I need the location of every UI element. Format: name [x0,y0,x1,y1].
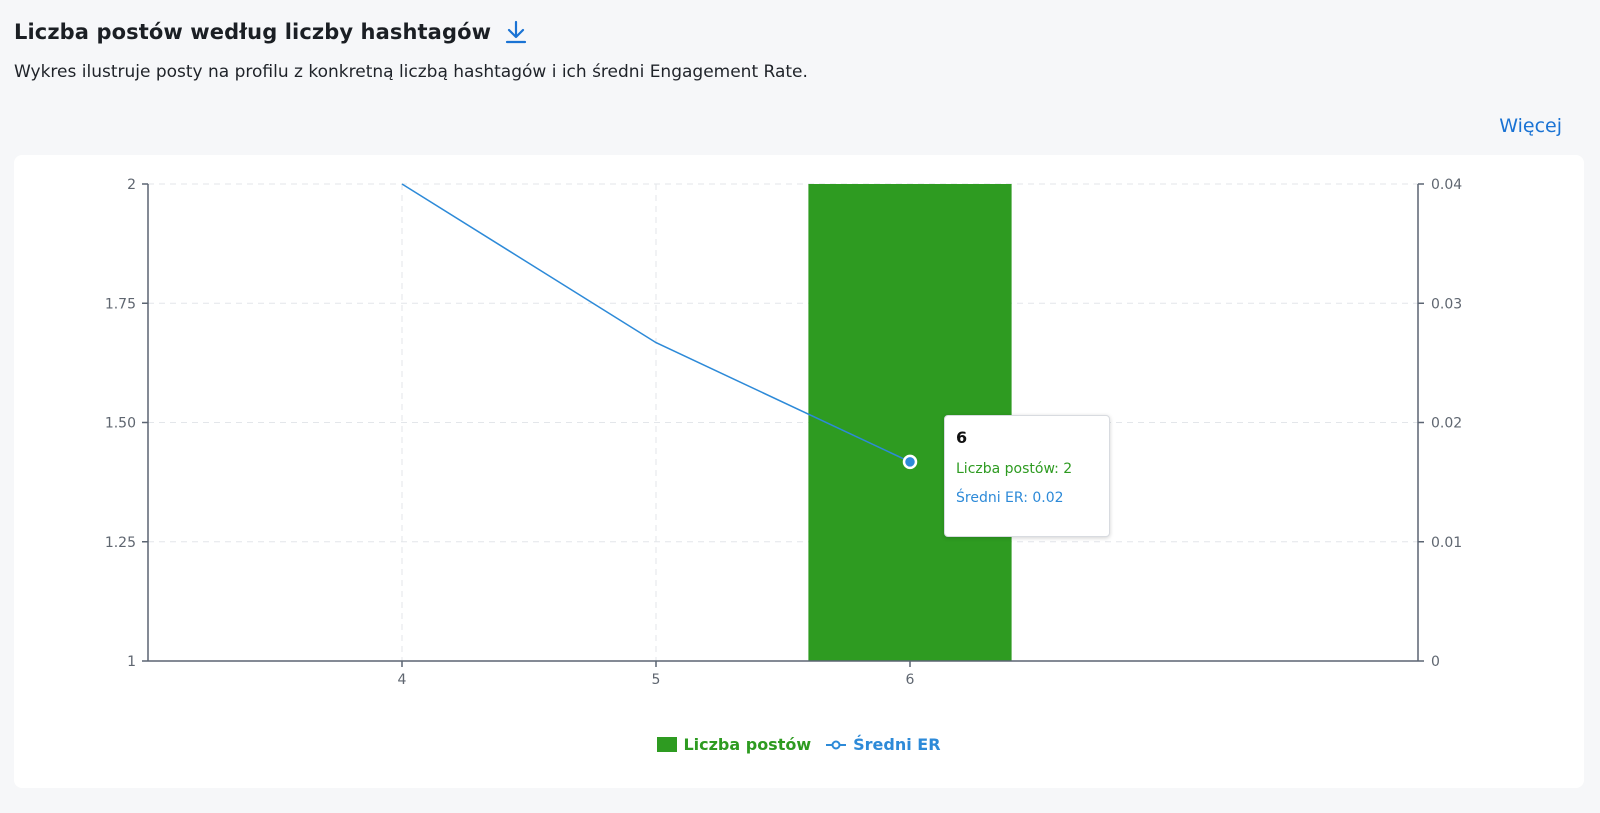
y-right-tick-label: 0.02 [1431,416,1462,432]
x-tick-label-5: 5 [652,672,661,688]
y-right-tick-label: 0.01 [1431,535,1462,551]
combo-chart: 2 1.75 1.50 1.25 1 0.04 0.03 0.02 0.01 0 4 5 6 [105,177,1462,688]
legend-item-posts[interactable]: Liczba postów [657,735,811,754]
y-left-tick-label: 1.50 [105,416,136,432]
chart-subtitle: Wykres ilustruje posty na profilu z konk… [14,62,808,82]
legend-swatch-bar [657,737,678,752]
legend-label-posts: Liczba postów [683,735,812,754]
chart-tooltip: 6 Liczba postów: 2 Średni ER: 0.02 [944,414,1110,537]
tooltip-title: 6 [956,427,968,447]
point-er-6 [902,454,918,470]
chart-card: 2 1.75 1.50 1.25 1 0.04 0.03 0.02 0.01 0 4 5 6 6 Lic… [14,155,1584,788]
title-row: Liczba postów według liczby hashtagów [14,14,1570,50]
y-left-tick-label: 1.25 [105,535,136,551]
y-left-tick-label: 1.75 [105,296,136,312]
legend-item-er[interactable]: Średni ER [825,735,941,754]
y-left-tick-label: 2 [127,177,136,193]
y-right-tick-label: 0 [1431,654,1440,670]
x-tick-label-4: 4 [398,672,407,688]
tooltip-row-er: Średni ER: 0.02 [956,489,1064,506]
legend-swatch-line [826,740,847,749]
x-tick-label-6: 6 [906,672,915,688]
chart-header: Liczba postów według liczby hashtagów [14,14,1570,50]
chart-title: Liczba postów według liczby hashtagów [14,20,492,44]
y-left-tick-label: 1 [127,654,136,670]
y-right-tick-label: 0.04 [1431,177,1462,193]
line-er [401,183,911,463]
y-right-tick-label: 0.03 [1431,296,1462,312]
legend-label-er: Średni ER [853,735,941,754]
download-icon[interactable] [503,18,529,46]
chart-legend: Liczba postów Średni ER [14,735,1584,754]
tooltip-row-posts: Liczba postów: 2 [956,460,1073,477]
more-link[interactable]: Więcej [1499,115,1562,137]
